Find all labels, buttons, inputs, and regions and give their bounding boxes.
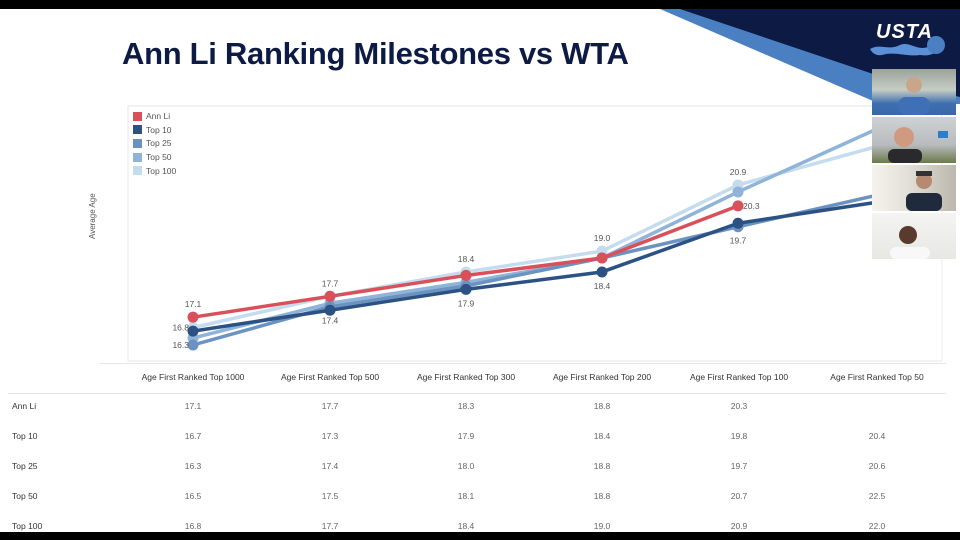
data-label: 19.7: [730, 236, 747, 246]
data-label: 16.3: [172, 340, 189, 350]
data-label: 18.4: [458, 254, 475, 264]
legend-item-top-100[interactable]: Top 100: [133, 165, 176, 177]
table-cell: 17.1: [184, 401, 202, 411]
data-point-top-10: [596, 266, 608, 278]
table-cell: 20.4: [868, 431, 886, 441]
table-cell: 17.4: [321, 461, 339, 471]
table-top-divider: [100, 363, 946, 364]
table-cell: 16.7: [184, 431, 202, 441]
table-cell: 20.6: [868, 461, 886, 471]
column-header: Age First Ranked Top 50: [830, 372, 924, 382]
data-label: 17.9: [458, 298, 475, 308]
legend-swatch: [133, 111, 142, 121]
table-cell: 16.8: [184, 521, 202, 531]
person-icon: [890, 226, 930, 259]
table-cell: 20.7: [730, 491, 748, 501]
table-cell: 18.0: [457, 461, 475, 471]
table-cell: 22.5: [868, 491, 886, 501]
table-cell: 17.3: [321, 431, 339, 441]
video-tile-participant-3[interactable]: [872, 165, 956, 211]
column-header: Age First Ranked Top 100: [689, 372, 789, 382]
row-label: Top 10: [12, 431, 38, 441]
video-tile-participant-2[interactable]: [872, 117, 956, 163]
table-cell: 19.0: [593, 521, 611, 531]
table-cell: 18.3: [457, 401, 475, 411]
data-point-top-10: [187, 325, 199, 337]
person-icon: [888, 127, 948, 163]
table-cell: 19.7: [730, 461, 748, 471]
data-label: 16.8: [172, 323, 189, 333]
column-header: Age First Ranked Top 1000: [141, 372, 245, 382]
table-cell: 18.1: [457, 491, 475, 501]
slide: USTA Ann Li Ranking Milestones vs WTA 17…: [0, 9, 960, 532]
table-cell: 18.8: [593, 491, 611, 501]
table-cell: 20.9: [730, 521, 748, 531]
table-cell: 18.4: [593, 431, 611, 441]
table-cell: 19.8: [730, 431, 748, 441]
legend-label: Top 10: [146, 124, 172, 135]
table-cell: 17.7: [321, 521, 339, 531]
data-label: 20.9: [730, 167, 747, 177]
column-header: Age First Ranked Top 300: [416, 372, 516, 382]
data-point-top-25: [187, 339, 199, 351]
column-header: Age First Ranked Top 500: [280, 372, 380, 382]
data-label: 17.1: [185, 299, 202, 309]
data-point-ann-li: [460, 269, 472, 281]
data-point-top-10: [460, 283, 472, 295]
data-label: 19.0: [594, 233, 611, 243]
y-axis-label: Average Age: [88, 193, 97, 239]
table-cell: 18.8: [593, 401, 611, 411]
person-icon: [898, 77, 930, 115]
line-chart: 17.1 16.8 16.3 17.7 17.4 18.4 17.9 19.0 18.4 20.9…: [127, 105, 943, 362]
data-label: 20.3: [743, 201, 760, 211]
data-point-ann-li: [732, 200, 744, 212]
table-cell: 18.8: [593, 461, 611, 471]
data-point-top-50: [732, 186, 744, 198]
legend-label: Top 25: [146, 138, 172, 149]
table-cell: 18.4: [457, 521, 475, 531]
header-divider: [8, 393, 946, 394]
tennis-ball-flame-icon: [870, 36, 945, 56]
row-label: Top 50: [12, 491, 38, 501]
video-tile-participant-4[interactable]: [872, 213, 956, 259]
slide-title: Ann Li Ranking Milestones vs WTA: [122, 36, 629, 71]
data-label: 17.7: [322, 278, 339, 288]
legend-swatch: [133, 152, 142, 162]
usta-logo: USTA: [866, 21, 952, 61]
data-point-ann-li: [596, 252, 608, 264]
legend-swatch: [133, 125, 142, 135]
legend-label: Ann Li: [146, 111, 171, 121]
table-cell: 16.5: [184, 491, 202, 501]
series-line-top-10: [192, 200, 877, 333]
table-cell: 17.7: [321, 401, 339, 411]
legend-label: Top 100: [146, 165, 177, 176]
person-icon: [906, 171, 942, 211]
row-label: Top 25: [12, 461, 38, 471]
data-point-ann-li: [324, 290, 336, 302]
table-cell: 17.9: [457, 431, 475, 441]
table-cell: 20.3: [730, 401, 748, 411]
row-label: Ann Li: [12, 401, 37, 411]
series-line-top-50: [192, 127, 877, 340]
video-call-panel: [872, 69, 956, 261]
video-tile-participant-1[interactable]: [872, 69, 956, 115]
legend-label: Top 50: [146, 152, 172, 163]
legend-item-top-50[interactable]: Top 50: [133, 151, 172, 163]
column-header: Age First Ranked Top 200: [552, 372, 652, 382]
data-point-ann-li: [187, 311, 199, 323]
row-label: Top 100: [12, 521, 43, 531]
legend-swatch: [133, 138, 142, 148]
table-cell: 16.3: [184, 461, 202, 471]
data-point-top-10: [732, 217, 744, 229]
table-cell: 22.0: [868, 521, 886, 531]
legend-item-top-25[interactable]: Top 25: [133, 137, 172, 149]
legend-item-top-10[interactable]: Top 10: [133, 124, 172, 136]
data-point-top-10: [324, 304, 336, 316]
logo-text: USTA: [876, 21, 933, 43]
data-label: 18.4: [594, 281, 611, 291]
table-cell: 17.5: [321, 491, 339, 501]
legend-item-ann-li[interactable]: Ann Li: [133, 110, 170, 122]
data-label: 17.4: [322, 316, 339, 326]
legend-swatch: [133, 166, 142, 176]
